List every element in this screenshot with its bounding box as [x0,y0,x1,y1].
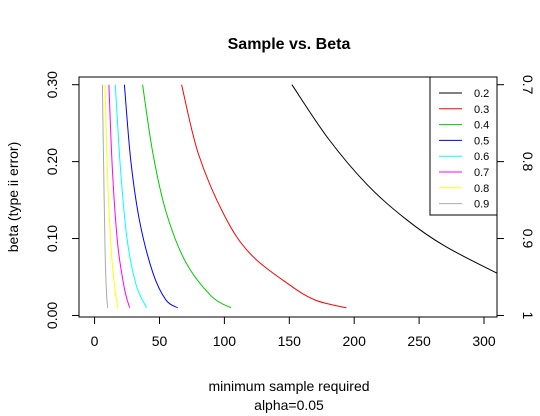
series-line-0.3 [181,84,347,309]
y-axis: 0.00 0.10 0.20 0.30 [44,71,80,329]
legend-box [429,76,498,216]
y-tick-label: 0.00 [44,302,60,329]
series-line-0.8 [104,84,119,308]
x-tick-label: 50 [152,333,168,349]
secondary-y-tick-label: 0.8 [520,152,536,172]
legend-label: 0.7 [474,167,489,179]
series-line-0.9 [101,84,109,308]
x-tick-label: 250 [407,333,431,349]
x-axis-sublabel: alpha=0.05 [254,397,324,413]
legend-label: 0.5 [474,135,489,147]
legend-label: 0.6 [474,151,489,163]
y-tick-label: 0.10 [44,225,60,252]
series-line-0.7 [108,84,131,308]
x-axis: 0 50 100 150 200 250 300 [91,316,496,349]
legend-label: 0.3 [474,104,489,116]
x-tick-label: 200 [343,333,367,349]
series-line-0.4 [142,84,232,309]
x-tick-label: 150 [278,333,302,349]
x-tick-label: 300 [472,333,496,349]
x-axis-label: minimum sample required [208,378,369,394]
series-line-0.6 [114,84,147,309]
y-tick-label: 0.30 [44,71,60,98]
y-tick-label: 0.20 [44,148,60,175]
secondary-y-tick-label: 0.9 [520,229,536,249]
series-line-0.2 [291,84,497,274]
legend: 0.2 0.3 0.4 0.5 0.6 0.7 0.8 0.9 [429,76,498,216]
x-tick-label: 0 [91,333,99,349]
series-layer [101,84,497,309]
secondary-y-tick-label: 1 [520,312,536,320]
y-axis-label: beta (type ii error) [5,142,21,252]
secondary-y-axis: 0.7 0.8 0.9 1 [496,75,536,320]
secondary-y-tick-label: 0.7 [520,75,536,95]
legend-label: 0.2 [474,88,489,100]
legend-label: 0.4 [474,120,489,132]
x-tick-label: 100 [213,333,237,349]
legend-label: 0.8 [474,183,489,195]
chart-title: Sample vs. Beta [228,36,351,53]
legend-label: 0.9 [474,199,489,211]
series-line-0.5 [123,84,178,309]
